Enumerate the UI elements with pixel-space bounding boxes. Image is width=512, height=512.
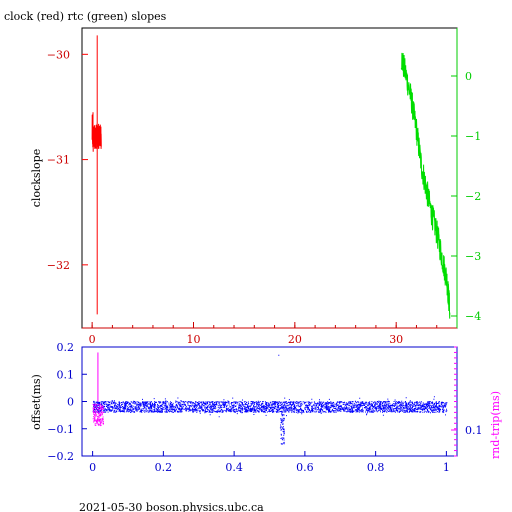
lower-x-tick-label: 0.6 — [296, 461, 314, 474]
upper-y-axis-label: clockslope — [30, 149, 43, 207]
upper-y-tick-label: −31 — [47, 154, 70, 167]
lower-plot-frame — [81, 346, 458, 457]
blue-offset-points — [92, 354, 448, 445]
upper-right-tick-label: −2 — [465, 190, 481, 203]
lower-y-tick-label: 0.2 — [57, 341, 75, 354]
lower-x-tick-label: 0.8 — [367, 461, 385, 474]
lower-y-tick-label: 0.1 — [57, 368, 75, 381]
red-series-line — [91, 112, 102, 152]
chart-title: clock (red) rtc (green) slopes — [4, 10, 167, 23]
lower-y-tick-label: −0.1 — [47, 423, 74, 436]
lower-x-tick-label: 1 — [443, 461, 450, 474]
upper-x-tick-label: 10 — [186, 333, 200, 346]
lower-right-tick-label: 0.1 — [465, 424, 483, 437]
upper-y-tick-label: −30 — [47, 48, 70, 61]
magenta-roundtrip-points — [92, 403, 105, 427]
lower-y-axis-label: offset(ms) — [30, 374, 43, 430]
upper-plot-frame — [81, 27, 458, 329]
lower-x-tick-label: 0 — [89, 461, 96, 474]
lower-x-tick-label: 0.4 — [225, 461, 243, 474]
upper-right-tick-label: −1 — [465, 130, 481, 143]
upper-x-tick-label: 30 — [389, 333, 403, 346]
upper-right-tick-label: −3 — [465, 250, 481, 263]
lower-x-tick-label: 0.2 — [155, 461, 173, 474]
upper-right-tick-label: 0 — [465, 70, 472, 83]
lower-y-tick-label: −0.2 — [47, 450, 74, 463]
upper-x-tick-label: 20 — [288, 333, 302, 346]
green-series-line — [400, 52, 451, 319]
upper-right-tick-label: −4 — [465, 310, 481, 323]
upper-y-tick-label: −32 — [47, 259, 70, 272]
lower-right-axis-label: rnd-trip(ms) — [489, 391, 502, 459]
footer-text: 2021-05-30 boson.physics.ubc.ca — [79, 501, 264, 512]
upper-x-tick-label: 0 — [89, 333, 96, 346]
lower-y-tick-label: 0 — [67, 396, 74, 409]
